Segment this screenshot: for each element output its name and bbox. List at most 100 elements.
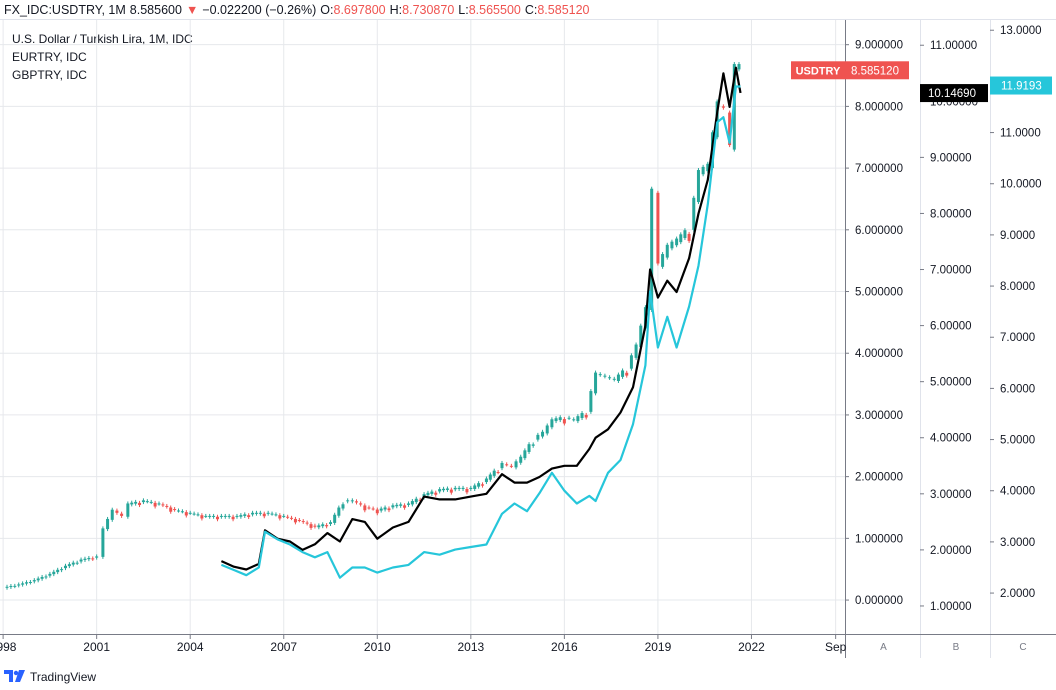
axis-tick-label: 3.0000	[1000, 537, 1035, 549]
axis-tick-label: 13.0000	[1000, 25, 1042, 37]
axis-tick-label: 0.000000	[855, 595, 903, 607]
open-value: 8.697800	[333, 3, 386, 17]
x-tick-label: 2001	[83, 640, 110, 654]
usdtry-candle	[675, 238, 679, 246]
gbptry-line	[220, 85, 741, 579]
usdtry-candle	[603, 375, 607, 377]
symbol-label[interactable]: FX_IDC:USDTRY, 1M	[4, 3, 126, 17]
usdtry-candle	[434, 492, 438, 495]
usdtry-candle	[75, 562, 79, 564]
usdtry-candle	[706, 163, 710, 172]
price-axes: 0.000000 1.000000 2.000000 3.000000 4.000000…	[845, 25, 1042, 653]
usdtry-candle	[692, 197, 696, 230]
usdtry-candle	[106, 518, 110, 530]
usdtry-candle	[531, 444, 535, 446]
usdtry-candle	[430, 491, 434, 494]
usdtry-candle	[670, 241, 674, 249]
axis-tick-label: 11.0000	[1000, 128, 1041, 140]
usdtry-candle	[562, 419, 566, 424]
x-tick-label: Sep	[825, 640, 847, 654]
usdtry-candle	[274, 514, 278, 516]
usdtry-candle	[629, 355, 633, 369]
last-price: 8.585600	[129, 3, 182, 17]
usdtry-candle	[21, 583, 25, 585]
usdtry-candle	[110, 509, 114, 520]
usdtry-candle	[346, 500, 350, 502]
usdtry-candle	[418, 499, 422, 501]
usdtry-candle	[414, 498, 418, 503]
usdtry-candle	[484, 478, 488, 483]
usdtry-candle	[461, 487, 465, 489]
x-tick-label: 2013	[457, 640, 484, 654]
legend-gbptry[interactable]: GBPTRY, IDC	[12, 68, 87, 82]
usdtry-candle	[554, 418, 558, 422]
usdtry-candle	[134, 501, 138, 504]
axis-name-label: B	[953, 642, 960, 653]
usdtry-candle	[83, 558, 87, 560]
usdtry-candle	[184, 512, 188, 516]
usdtry-candle	[625, 372, 629, 376]
price-change: −0.022200 (−0.26%)	[202, 3, 317, 17]
axis-tick-label: 5.000000	[855, 287, 903, 299]
usdtry-candle	[130, 502, 134, 505]
usdtry-candle	[313, 525, 317, 527]
usdtry-candle	[661, 254, 665, 267]
usdtry-candle	[270, 513, 274, 515]
usdtry-candle	[305, 522, 309, 524]
time-axis: 1998 2001 2004 2007 2010 2013 2016 2019 2022 Sep	[0, 634, 847, 654]
usdtry-candle	[212, 515, 216, 517]
usdtry-candle	[180, 511, 184, 513]
usdtry-candle	[350, 500, 354, 502]
x-tick-label: 2016	[551, 640, 578, 654]
usdtry-candle	[442, 488, 446, 491]
usdtry-candle	[161, 504, 165, 506]
x-tick-label: 2007	[270, 640, 297, 654]
usdtry-candle	[410, 501, 414, 505]
usdtry-candle	[589, 391, 593, 412]
eurtry-last-tag	[920, 84, 988, 103]
axis-name-label: A	[880, 642, 887, 653]
eurtry-last-tag-text: 10.14690	[928, 88, 976, 100]
usdtry-candle	[496, 472, 500, 474]
usdtry-candle	[514, 461, 518, 468]
usdtry-candle	[541, 431, 545, 437]
usdtry-candle	[598, 374, 602, 376]
usdtry-candle	[387, 508, 391, 511]
axis-tick-label: 5.0000	[1000, 435, 1035, 447]
usdtry-candle	[13, 585, 17, 587]
chart-canvas[interactable]: 0.000000 1.000000 2.000000 3.000000 4.000000…	[0, 0, 1056, 666]
usdtry-candle	[403, 505, 407, 508]
axis-tick-label: 3.000000	[855, 410, 903, 422]
usdtry-candle	[473, 485, 477, 489]
axis-tick-label: 7.0000	[1000, 332, 1035, 344]
tradingview-logo-icon	[4, 670, 25, 682]
usdtry-candle	[445, 488, 449, 490]
usdtry-candle	[101, 528, 105, 557]
usdtry-candle	[665, 244, 669, 258]
usdtry-candle	[44, 576, 48, 578]
usdtry-candle	[438, 489, 442, 492]
usdtry-candle	[325, 525, 329, 527]
usdtry-candle	[359, 503, 363, 505]
usdtry-candle	[138, 502, 142, 506]
usdtry-candle	[17, 584, 21, 586]
usdtry-name-tag-text: USDTRY	[796, 65, 841, 77]
legend-usdtry[interactable]: U.S. Dollar / Turkish Lira, 1M, IDC	[12, 32, 193, 46]
usdtry-candle	[580, 413, 584, 419]
axis-tick-label: 9.0000	[1000, 230, 1035, 242]
low-value: 8.565500	[468, 3, 521, 17]
footer[interactable]: TradingView	[4, 670, 96, 684]
usdtry-candle	[634, 344, 638, 358]
legend-eurtry[interactable]: EURTRY, IDC	[12, 50, 87, 64]
axis-tick-label: 8.0000	[1000, 281, 1035, 293]
usdtry-candle	[290, 517, 294, 519]
x-tick-label: 2010	[364, 640, 391, 654]
usdtry-candle	[465, 488, 469, 493]
axis-tick-label: 1.000000	[855, 533, 903, 545]
usdtry-candle	[558, 417, 562, 421]
usdtry-candle	[701, 166, 705, 175]
usdtry-candle	[60, 569, 64, 571]
usdtry-candle	[115, 510, 119, 513]
usdtry-candle	[527, 444, 531, 452]
usdtry-candle	[215, 516, 219, 520]
